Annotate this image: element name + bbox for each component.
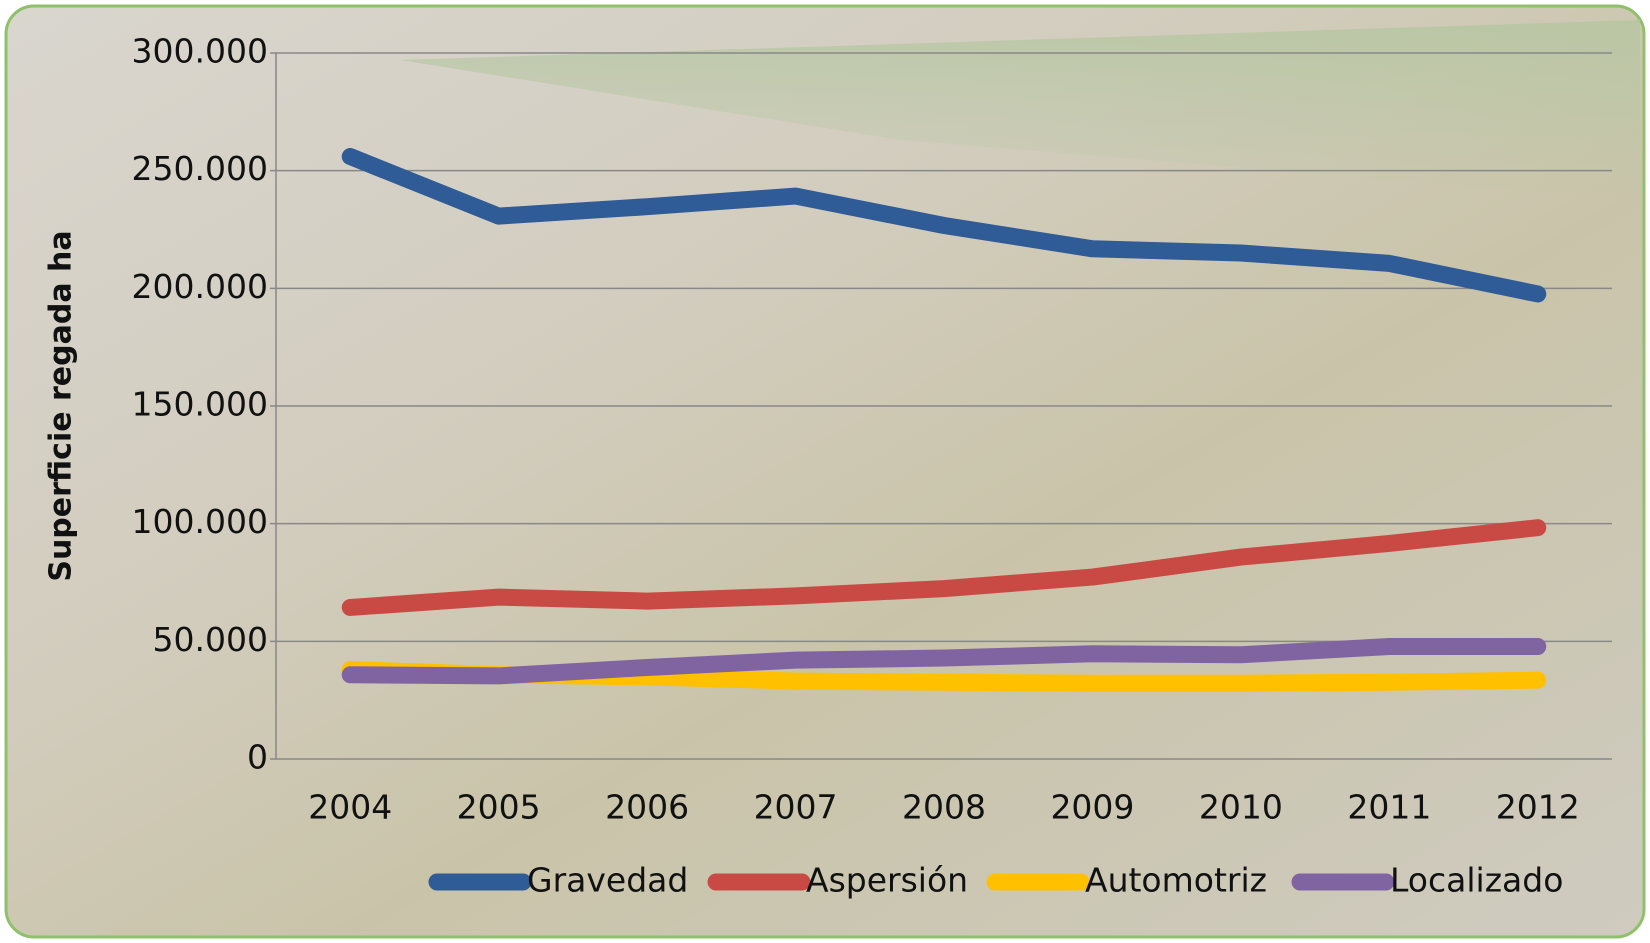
x-tick-label: 2011: [1347, 788, 1431, 827]
y-tick-label: 100.000: [132, 502, 268, 541]
x-tick-label: 2012: [1496, 788, 1580, 827]
y-tick-label: 50.000: [153, 620, 268, 659]
x-tick-label: 2005: [457, 788, 541, 827]
x-tick-label: 2009: [1050, 788, 1134, 827]
y-tick-label: 200.000: [132, 267, 268, 306]
y-tick-label: 150.000: [132, 385, 268, 424]
field-shade: [400, 20, 1640, 200]
legend-label: Automotriz: [1085, 861, 1267, 900]
background-photo: [4, 4, 1646, 939]
x-tick-label: 2004: [308, 788, 392, 827]
y-tick-label: 0: [247, 738, 268, 777]
legend-label: Gravedad: [527, 861, 688, 900]
x-tick-label: 2006: [605, 788, 689, 827]
x-tick-label: 2007: [754, 788, 838, 827]
series-line: [341, 638, 1547, 685]
y-tick-label: 300.000: [132, 32, 268, 71]
x-tick-label: 2010: [1199, 788, 1283, 827]
legend-label: Aspersión: [806, 861, 968, 900]
legend-label: Localizado: [1390, 861, 1563, 900]
y-tick-label: 250.000: [132, 149, 268, 188]
x-tick-label: 2008: [902, 788, 986, 827]
series-line: [341, 148, 1547, 303]
series-line: [341, 519, 1547, 616]
y-axis-label: Superficie regada ha: [44, 230, 79, 581]
